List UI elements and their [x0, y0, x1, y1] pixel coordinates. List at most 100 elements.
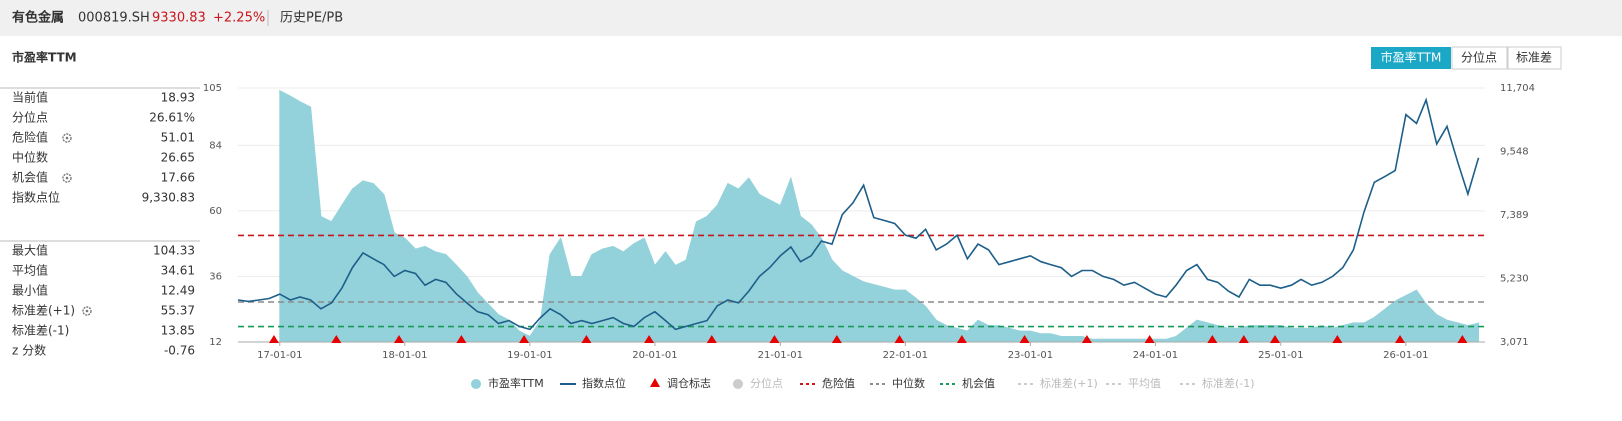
stat-value: 9,330.83 [142, 191, 195, 205]
stat-label: 标准差(+1) [12, 304, 75, 318]
header-bar [0, 0, 1622, 36]
rebalance-marker [394, 335, 405, 343]
rebalance-marker [581, 335, 592, 343]
legend-swatch [471, 379, 481, 389]
rebalance-marker [331, 335, 342, 343]
y-tick-label: 60 [209, 206, 222, 217]
legend-label[interactable]: 平均值 [1128, 377, 1161, 390]
gear-icon [62, 173, 72, 183]
rebalance-marker [644, 335, 655, 343]
stat-value: -0.76 [164, 344, 195, 358]
button-label[interactable]: 标准差 [1516, 51, 1552, 65]
rebalance-marker [456, 335, 467, 343]
rebalance-marker [1395, 335, 1406, 343]
stat-value: 13.85 [161, 324, 195, 338]
stat-label: 平均值 [12, 263, 48, 278]
index-price: 9330.83 [152, 11, 206, 26]
stat-value: 17.66 [161, 171, 195, 185]
x-tick-label: 22-01-01 [883, 350, 928, 361]
x-tick-label: 25-01-01 [1258, 350, 1303, 361]
button-label[interactable]: 市盈率TTM [1381, 50, 1442, 65]
legend-label[interactable]: 市盈率TTM [488, 376, 544, 390]
stat-value: 104.33 [153, 244, 195, 258]
legend-label[interactable]: 危险值 [822, 376, 855, 390]
x-tick-label: 26-01-01 [1383, 350, 1428, 361]
gear-icon-center [65, 176, 69, 180]
stat-label: 当前值 [12, 90, 48, 105]
legend-label[interactable]: 指数点位 [582, 376, 626, 390]
legend-label[interactable]: 标准差(-1) [1202, 376, 1255, 390]
x-tick-label: 19-01-01 [507, 350, 552, 361]
rebalance-marker [956, 335, 967, 343]
x-tick-label: 24-01-01 [1133, 350, 1178, 361]
legend-label[interactable]: 分位点 [750, 376, 783, 390]
y-tick-label: 12 [209, 337, 222, 348]
y-tick-label: 84 [209, 140, 222, 151]
index-change: +2.25% [213, 11, 265, 26]
x-tick-label: 20-01-01 [632, 350, 677, 361]
y2-tick-label: 3,071 [1500, 337, 1529, 348]
rebalance-marker [1457, 335, 1468, 343]
index-code: 000819.SH [78, 11, 150, 26]
rebalance-marker [1238, 335, 1249, 343]
rebalance-marker [1081, 335, 1092, 343]
legend-label[interactable]: 中位数 [892, 376, 925, 390]
button[interactable] [1507, 46, 1562, 70]
stat-label: 最小值 [12, 283, 48, 298]
gear-icon-center [85, 309, 89, 313]
rebalance-marker [1144, 335, 1155, 343]
rebalance-marker [1207, 335, 1218, 343]
rebalance-marker [1332, 335, 1343, 343]
stat-value: 55.37 [161, 304, 195, 318]
x-tick-label: 18-01-01 [382, 350, 427, 361]
legend-label[interactable]: 标准差(+1) [1040, 376, 1098, 390]
gear-icon [62, 133, 72, 143]
legend-swatch [650, 378, 660, 387]
gear-icon [82, 306, 92, 316]
gear-icon-center [65, 136, 69, 140]
x-tick-label: 21-01-01 [758, 350, 803, 361]
stat-label: 标准差(-1) [12, 324, 69, 338]
rebalance-marker [519, 335, 530, 343]
index-line [237, 97, 1480, 331]
rebalance-marker [769, 335, 780, 343]
rebalance-marker [268, 335, 279, 343]
rebalance-marker [1019, 335, 1030, 343]
rebalance-marker [706, 335, 717, 343]
stat-value: 26.61% [149, 111, 195, 125]
x-tick-label: 23-01-01 [1008, 350, 1053, 361]
button-label[interactable]: 分位点 [1461, 50, 1497, 65]
pe-area [279, 89, 1479, 343]
stat-label: 分位点 [12, 110, 48, 125]
stat-label: 指数点位 [12, 190, 60, 205]
stat-label: 中位数 [12, 150, 48, 165]
stat-label: 危险值 [12, 130, 48, 145]
stat-value: 26.65 [161, 151, 195, 165]
stat-value: 12.49 [161, 284, 195, 298]
rebalance-marker [894, 335, 905, 343]
panel-title: 市盈率TTM [12, 50, 77, 65]
y2-tick-label: 5,230 [1500, 273, 1529, 284]
tab[interactable]: 历史PE/PB [280, 11, 343, 26]
button-active[interactable] [1371, 47, 1451, 69]
stat-label: 机会值 [12, 170, 48, 185]
stat-label: z 分数 [12, 343, 46, 358]
y-tick-label: 105 [203, 83, 222, 94]
y2-tick-label: 9,548 [1500, 146, 1529, 157]
index-name: 有色金属 [12, 10, 64, 26]
y-tick-label: 36 [209, 271, 222, 282]
stat-value: 18.93 [161, 91, 195, 105]
button[interactable] [1451, 46, 1508, 70]
stat-value: 34.61 [161, 264, 195, 278]
x-tick-label: 17-01-01 [257, 350, 302, 361]
stat-value: 51.01 [161, 131, 195, 145]
y2-tick-label: 11,704 [1500, 83, 1535, 94]
rebalance-marker [831, 335, 842, 343]
legend-label[interactable]: 机会值 [962, 376, 995, 390]
legend-label[interactable]: 调仓标志 [667, 376, 711, 390]
stat-label: 最大值 [12, 243, 48, 258]
y2-tick-label: 7,389 [1500, 210, 1529, 221]
rebalance-marker [1269, 335, 1280, 343]
